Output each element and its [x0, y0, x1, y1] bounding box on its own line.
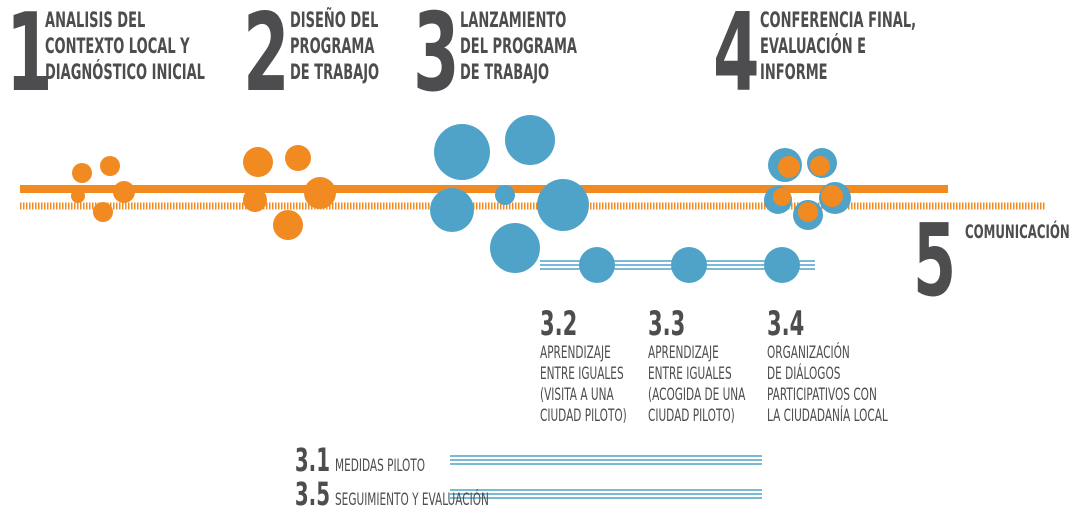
phase-label: DEL PROGRAMA — [460, 35, 577, 59]
substep-label: PARTICIPATIVOS CON — [767, 386, 877, 405]
track-label: MEDIDAS PILOTO — [335, 457, 425, 476]
track-lines — [450, 456, 762, 498]
track-label: SEGUIMIENTO Y EVALUACIÓN — [335, 488, 489, 508]
phase-label: DE TRABAJO — [460, 61, 549, 85]
phase-number: 2 — [243, 0, 290, 116]
phase-label: PROGRAMA — [290, 35, 375, 59]
substep-label: DE DIÁLOGOS — [767, 362, 840, 384]
substep-label: CIUDAD PILOTO) — [540, 407, 627, 426]
flower-3 — [430, 115, 589, 273]
substep-label: (ACOGIDA DE UNA — [648, 386, 746, 405]
phase-number: 4 — [713, 0, 760, 116]
substep-dots — [579, 247, 800, 283]
substep-label: ORGANIZACIÓN — [767, 341, 850, 363]
substep-number: 3.3 — [648, 304, 685, 344]
phase-label: CONFERENCIA FINAL, — [760, 9, 916, 33]
substep-label: ENTRE IGUALES — [540, 365, 624, 384]
communication-label: COMUNICACIÓN — [965, 220, 1070, 243]
phase-label: CONTEXTO LOCAL Y — [45, 35, 190, 59]
diagram: 1ANALISIS DELCONTEXTO LOCAL YDIAGNÓSTICO… — [0, 0, 1092, 508]
track-number: 3.5 — [295, 476, 330, 508]
phase-label: INFORME — [760, 61, 828, 85]
substep-label: APRENDIZAJE — [648, 344, 719, 363]
substep-number: 3.2 — [540, 304, 577, 344]
phase-label: DISEÑO DEL — [290, 5, 378, 33]
substep-label: CIUDAD PILOTO) — [648, 407, 735, 426]
phase-label: ANALISIS DEL — [45, 9, 145, 33]
substep-label: (VISITA A UNA — [540, 386, 614, 405]
phase-label: EVALUACIÓN E — [760, 33, 866, 59]
phase-number: 3 — [413, 0, 460, 116]
communication-number: 5 — [913, 202, 956, 319]
substep-number: 3.4 — [767, 304, 804, 344]
substep-label: APRENDIZAJE — [540, 344, 611, 363]
substep-label: LA CIUDADANÍA LOCAL — [767, 404, 888, 426]
substep-label: ENTRE IGUALES — [648, 365, 732, 384]
phase-label: LANZAMIENTO — [460, 9, 566, 33]
track-number: 3.1 — [295, 442, 330, 479]
phase-label: DIAGNÓSTICO INICIAL — [45, 59, 205, 85]
phase-label: DE TRABAJO — [290, 61, 379, 85]
